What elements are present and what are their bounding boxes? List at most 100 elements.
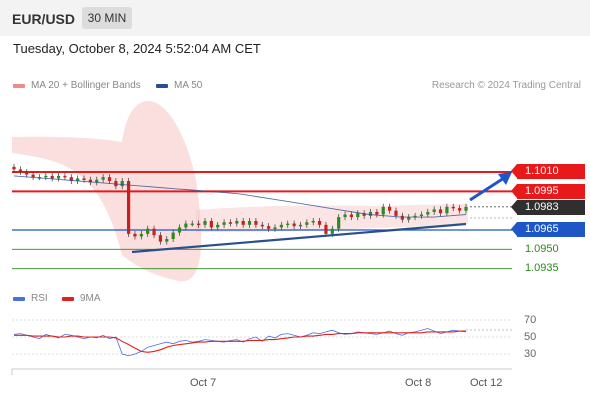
x-tick-oct7: Oct 7 [190,377,217,389]
candle-body [190,223,194,226]
candle-body [286,223,290,226]
level-tag-r2: 1.1010 [511,164,585,179]
rsi-tick-30: 30 [524,348,537,360]
legend-ma20-label: MA 20 + Bollinger Bands [31,80,141,91]
support-trendline [131,222,467,254]
candle-body [82,178,86,180]
timeframe-badge[interactable]: 30 MIN [82,7,132,29]
candle-body [349,214,354,218]
candle-body [445,206,449,214]
candle-body [44,175,48,178]
ma50-line [13,175,467,218]
candle-body [101,177,105,180]
level-tag-pivot: 1.0965 [511,222,585,237]
candle-body [438,209,443,214]
candle-body [95,179,99,183]
copyright-text: Research © 2024 Trading Central [431,80,581,91]
legend-9ma: 9MA [62,293,101,304]
candle-body [184,223,188,228]
title-bar: EUR/USD 30 MIN [0,0,590,36]
candle-body [120,181,124,187]
level-label-s1: 1.0950 [525,243,559,255]
rsi-swatch [13,296,25,301]
candle-body [133,233,137,237]
rsi-tick-50: 50 [524,331,537,343]
candle-body [279,224,283,228]
legend-ma50-label: MA 50 [174,80,203,91]
candle-body [235,220,239,224]
level-label-s2: 1.0935 [525,262,559,274]
candle-body [18,169,22,172]
candle-body [362,213,366,216]
candle-body [203,220,207,225]
candle-body [152,228,156,236]
x-tick-oct12: Oct 12 [470,377,503,389]
candle-body [158,235,163,242]
candle-body [209,220,213,228]
candle-body [56,175,61,179]
last-price-tag: 1.0983 [511,200,585,215]
rsi-tick-70: 70 [524,314,537,326]
legend-ma50: MA 50 [156,80,202,91]
legend-ma20: MA 20 + Bollinger Bands [13,80,141,91]
candle-body [12,166,16,170]
candle-body [107,177,112,182]
candle-body [298,224,303,227]
candle-body [241,220,245,225]
candle-body [31,174,35,178]
candle-body [146,228,150,234]
candle-body [267,226,271,229]
legend-9ma-label: 9MA [80,293,101,304]
candle-body [330,228,334,234]
candle-body [464,206,468,211]
candle-body [317,220,322,225]
candle-body [88,179,92,183]
candle-body [216,224,220,228]
timestamp: Tuesday, October 8, 2024 5:52:04 AM CET [13,41,261,56]
candle-body [197,223,201,226]
candle-body [407,217,411,220]
candle-body [63,175,67,178]
candle-body [50,175,54,179]
instrument-title: EUR/USD [12,11,76,27]
candle-body [343,214,347,218]
candle-body [394,210,398,216]
candle-body [368,211,373,216]
candle-body [451,206,455,209]
projection-arrow-shaft [469,176,505,202]
rsi-series-9ma [14,330,466,353]
candle-body [324,224,328,234]
candle-body [171,232,175,240]
bollinger-band [196,204,468,232]
candle-body [25,172,29,175]
candle-body [337,217,341,229]
candle-body [273,227,277,229]
candle-body [139,233,143,237]
candle-body [126,181,131,234]
candle-body [228,222,233,224]
candle-body [381,206,385,215]
candle-body [356,213,360,218]
candle-body [254,220,258,225]
candle-body [69,177,73,182]
candle-body [375,211,379,215]
ma9-swatch [62,296,74,301]
candle-body [311,220,315,223]
candle-body [177,227,182,233]
candle-body [426,211,430,215]
candle-body [419,214,424,217]
candle-body [292,223,296,227]
candle-body [222,222,226,225]
candle-body [76,178,80,182]
candle-body [413,215,417,218]
candle-body [165,239,169,242]
legend-rsi: RSI [13,293,48,304]
candle-body [400,215,404,220]
candle-body [305,222,309,225]
ma20-swatch [13,83,25,88]
projection-arrow-head [498,172,512,185]
candle-body [388,206,392,211]
level-tag-r1: 1.0995 [511,184,585,199]
candle-body [247,220,252,225]
